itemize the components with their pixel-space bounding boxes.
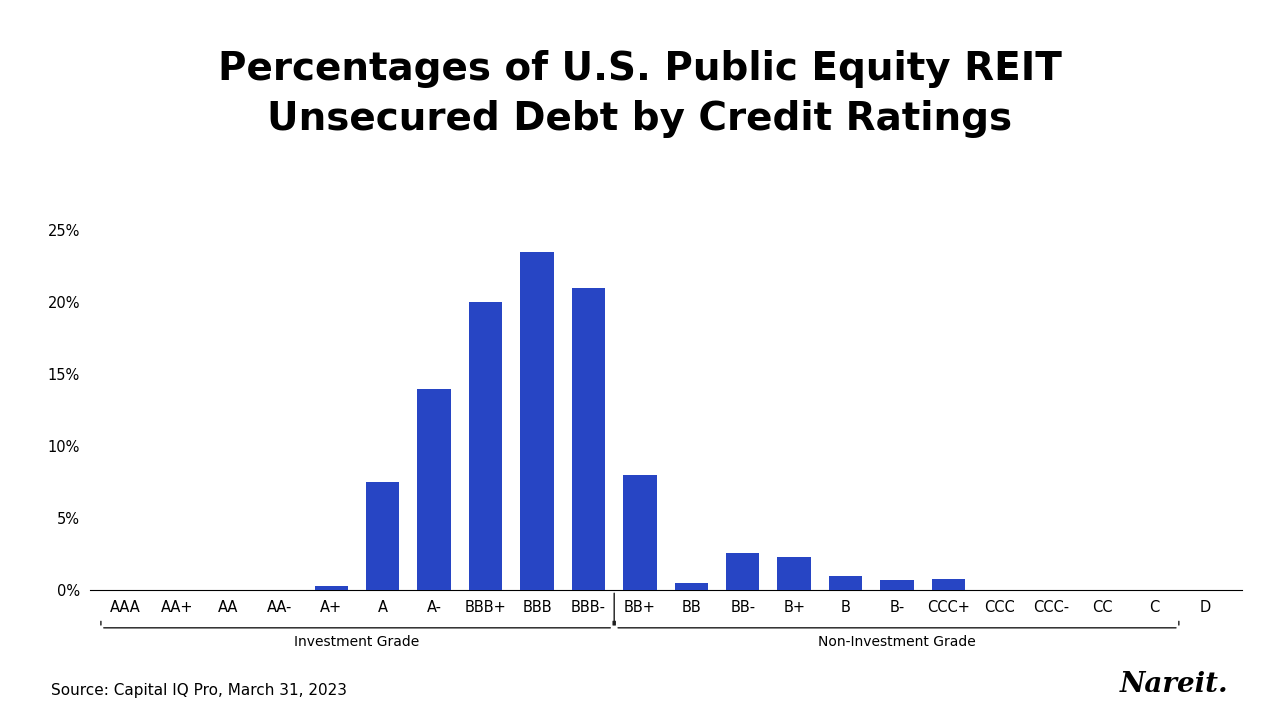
Text: Investment Grade: Investment Grade xyxy=(294,635,420,649)
Bar xyxy=(777,557,812,590)
Bar xyxy=(520,252,554,590)
Bar xyxy=(468,302,502,590)
Bar xyxy=(726,553,759,590)
Bar xyxy=(366,482,399,590)
Bar xyxy=(932,579,965,590)
Bar xyxy=(572,288,605,590)
Bar xyxy=(675,583,708,590)
Bar xyxy=(315,586,348,590)
Bar xyxy=(623,475,657,590)
Text: Non-Investment Grade: Non-Investment Grade xyxy=(818,635,975,649)
Text: Source: Capital IQ Pro, March 31, 2023: Source: Capital IQ Pro, March 31, 2023 xyxy=(51,683,347,698)
Text: Percentages of U.S. Public Equity REIT
Unsecured Debt by Credit Ratings: Percentages of U.S. Public Equity REIT U… xyxy=(218,50,1062,138)
Bar xyxy=(881,580,914,590)
Bar xyxy=(829,576,863,590)
Text: Nareit.: Nareit. xyxy=(1120,671,1229,698)
Bar xyxy=(417,389,451,590)
